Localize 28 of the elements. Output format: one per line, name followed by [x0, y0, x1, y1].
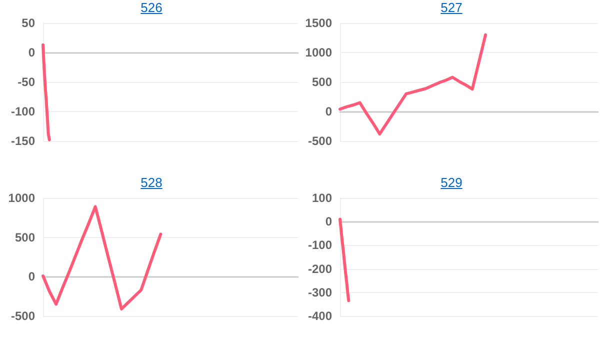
- y-tick-label: -100: [10, 104, 36, 118]
- y-tick-label: 1500: [305, 16, 332, 30]
- y-tick-label: -500: [308, 134, 332, 148]
- chart-title: 526: [140, 0, 164, 16]
- line-series: [42, 205, 162, 310]
- y-tick-label: -50: [18, 75, 36, 89]
- chart-title: 529: [440, 175, 464, 191]
- y-tick-label: -300: [308, 285, 332, 300]
- y-tick-label: -150: [10, 134, 36, 148]
- chart-title: 527: [440, 0, 464, 16]
- y-tick-label: 0: [28, 46, 36, 60]
- y-tick-label: 50: [22, 16, 36, 30]
- line-series: [338, 33, 488, 136]
- y-tick-label: 1000: [8, 191, 36, 205]
- line-series: [338, 218, 350, 302]
- y-tick-label: 500: [14, 230, 36, 244]
- y-tick-label: 0: [325, 104, 332, 118]
- chart-title: 528: [140, 175, 164, 191]
- y-tick-label: 0: [28, 270, 36, 284]
- y-tick-label: -100: [308, 238, 332, 252]
- line-series: [42, 43, 51, 142]
- y-tick-label: 0: [325, 214, 332, 229]
- y-tick-label: -500: [10, 309, 36, 323]
- y-tick-label: -400: [308, 309, 332, 323]
- y-tick-label: 500: [312, 75, 332, 89]
- y-tick-label: 100: [312, 191, 332, 205]
- y-tick-label: -200: [308, 262, 332, 276]
- y-tick-label: 1000: [305, 46, 332, 60]
